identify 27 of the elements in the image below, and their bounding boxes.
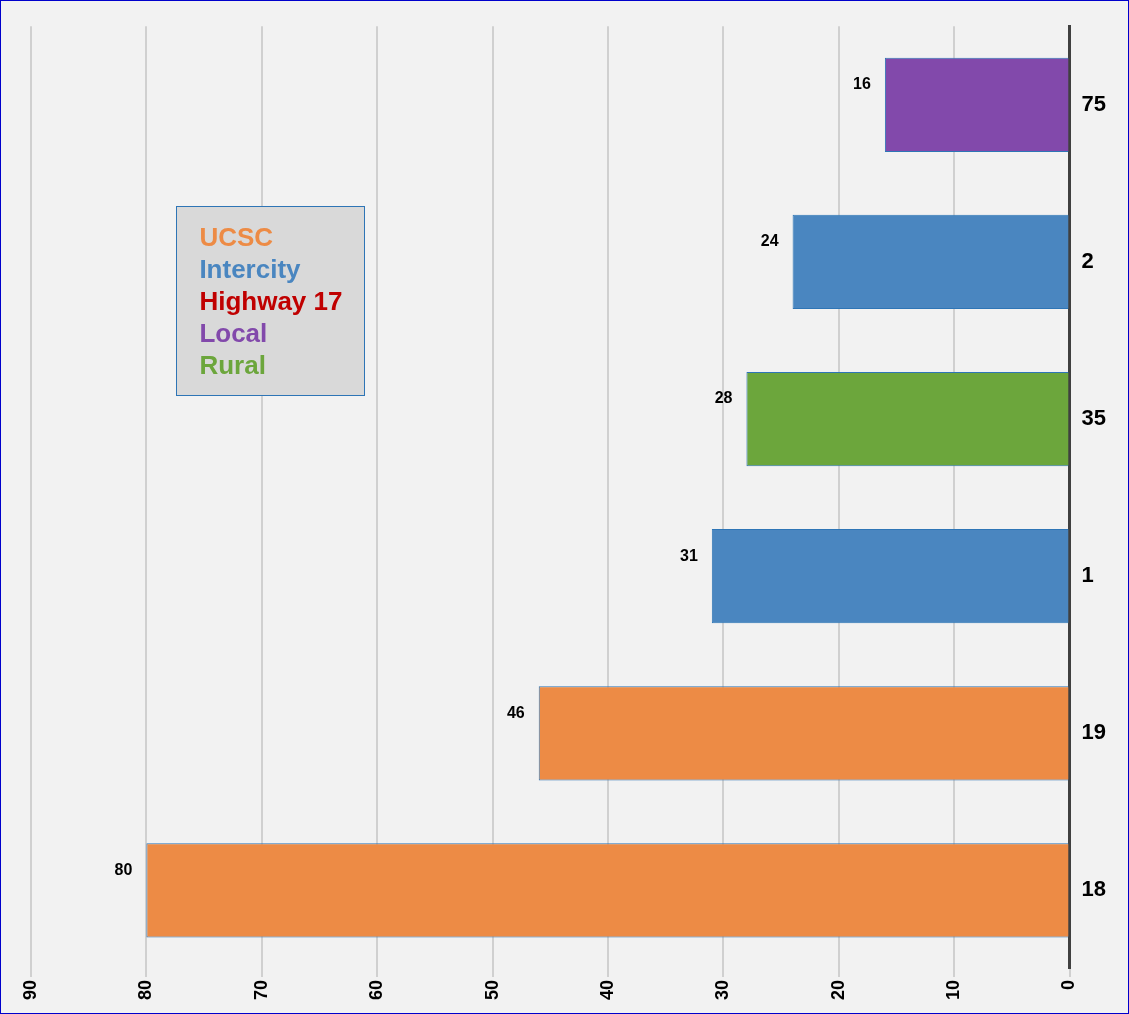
y-tick-label: 19 [1081,719,1107,745]
y-tick-label: 1 [1081,562,1094,588]
data-label: 46 [506,703,525,721]
x-tick-label: 30 [712,979,733,1001]
text: Rural [199,349,267,382]
data-label: 80 [114,860,133,878]
x-tick-label: 0 [1058,979,1079,990]
text: Local [199,317,269,350]
x-tick-label: 60 [366,979,387,1001]
y-tick-label: 18 [1081,876,1107,902]
x-tick-label: 80 [135,979,156,1001]
x-tick-label: 70 [250,979,271,1001]
x-tick-label: 90 [19,979,40,1001]
legend-label: Highway 17 [199,285,343,318]
data-label: 28 [714,389,733,407]
y-tick-label: 75 [1081,90,1107,116]
x-tick-label: 20 [827,979,848,1001]
data-label: 16 [853,75,871,93]
y-tick-label: 35 [1081,405,1107,431]
x-tick-label: 40 [596,979,617,1001]
text: Intercity [199,253,302,286]
data-label: 31 [680,546,698,564]
x-tick-label: 10 [943,979,964,1001]
text: UCSC [199,221,275,254]
y-tick-label: 2 [1081,247,1094,273]
data-label: 24 [760,232,779,250]
x-tick-label: 50 [481,979,502,1001]
